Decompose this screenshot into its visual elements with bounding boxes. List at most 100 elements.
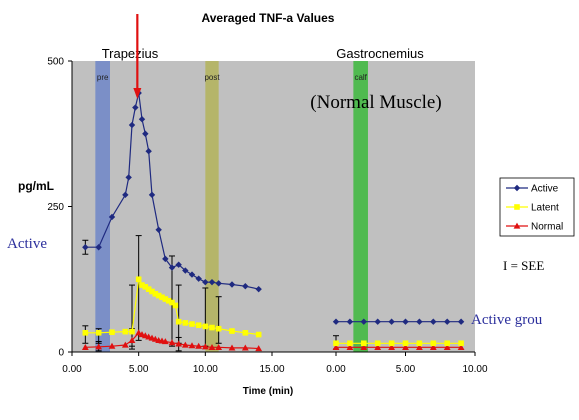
point-active-1-0 bbox=[332, 318, 340, 325]
point-active-0-5 bbox=[128, 121, 136, 129]
panel-label-gastrocnemius: Gastrocnemius bbox=[336, 46, 424, 61]
point-normal-1-2 bbox=[360, 343, 368, 350]
point-latent-0-17 bbox=[175, 318, 182, 325]
point-latent-0-19 bbox=[189, 321, 195, 327]
see-note: I = SEE bbox=[503, 258, 544, 273]
point-latent-0-3 bbox=[122, 328, 129, 335]
point-latent-1-7 bbox=[430, 340, 437, 347]
point-latent-0-20 bbox=[195, 322, 202, 329]
point-latent-0-2 bbox=[109, 329, 115, 336]
point-latent-0-10 bbox=[152, 291, 159, 297]
band-pre bbox=[95, 61, 110, 352]
point-active-1-3 bbox=[374, 318, 381, 325]
point-latent-1-2 bbox=[361, 340, 367, 347]
point-active-1-5 bbox=[402, 318, 409, 325]
point-latent-0-11 bbox=[155, 292, 162, 299]
point-active-0-20 bbox=[208, 278, 216, 286]
point-normal-0-2 bbox=[108, 342, 116, 349]
point-active-0-12 bbox=[155, 226, 162, 233]
point-active-0-19 bbox=[202, 278, 209, 286]
point-latent-0-25 bbox=[242, 329, 249, 336]
point-latent-1-1 bbox=[347, 340, 353, 347]
point-latent-0-24 bbox=[229, 328, 235, 334]
band-label-post: post bbox=[204, 73, 220, 82]
point-active-0-2 bbox=[108, 213, 116, 221]
band-post bbox=[205, 61, 219, 352]
point-latent-1-3 bbox=[374, 340, 381, 347]
point-active-0-10 bbox=[145, 148, 152, 155]
point-normal-1-0 bbox=[332, 343, 340, 350]
y-tick-label-1: 250 bbox=[47, 202, 64, 213]
legend-label-normal: Normal bbox=[531, 222, 563, 233]
point-latent-0-15 bbox=[169, 299, 175, 306]
point-latent-0-7 bbox=[142, 284, 149, 290]
normal-muscle-annotation: (Normal Muscle) bbox=[310, 92, 441, 113]
point-active-0-8 bbox=[138, 116, 146, 123]
band-label-calf: calf bbox=[354, 73, 367, 82]
point-normal-0-4 bbox=[128, 336, 136, 343]
point-normal-0-23 bbox=[241, 344, 249, 351]
point-latent-0-4 bbox=[129, 328, 135, 335]
y-tick-label-2: 500 bbox=[47, 57, 64, 68]
point-latent-0-16 bbox=[172, 302, 179, 309]
legend-marker-latent bbox=[514, 204, 520, 210]
point-active-0-3 bbox=[122, 191, 129, 199]
point-normal-0-21 bbox=[215, 343, 223, 350]
legend-label-active: Active bbox=[531, 184, 559, 195]
red-arrow-icon bbox=[133, 14, 142, 99]
legend-marker-active bbox=[513, 184, 521, 192]
point-active-0-13 bbox=[162, 255, 169, 263]
point-latent-0-9 bbox=[149, 288, 155, 295]
arrow-head bbox=[133, 88, 142, 99]
point-active-1-6 bbox=[416, 318, 423, 325]
point-normal-1-9 bbox=[457, 343, 465, 350]
x-tick-label-0-2: 10.00 bbox=[193, 364, 218, 375]
point-active-0-14 bbox=[168, 264, 176, 271]
point-normal-0-1 bbox=[95, 343, 103, 350]
x-tick-label-1-1: 5.00 bbox=[396, 364, 416, 375]
point-latent-0-12 bbox=[159, 294, 165, 301]
point-latent-0-13 bbox=[162, 296, 169, 302]
point-normal-1-3 bbox=[374, 343, 382, 350]
point-active-0-9 bbox=[142, 130, 149, 137]
point-latent-0-6 bbox=[139, 282, 145, 288]
point-active-0-22 bbox=[228, 281, 236, 288]
point-active-0-16 bbox=[182, 267, 189, 274]
point-latent-0-5 bbox=[135, 276, 142, 283]
point-normal-1-1 bbox=[346, 343, 354, 350]
legend-label-latent: Latent bbox=[531, 203, 559, 214]
point-active-0-0 bbox=[82, 244, 89, 251]
point-normal-1-6 bbox=[416, 343, 423, 350]
point-normal-0-16 bbox=[181, 341, 189, 348]
band-calf bbox=[353, 61, 368, 352]
point-latent-0-8 bbox=[145, 286, 152, 292]
panel-label-trapezius: Trapezius bbox=[102, 46, 159, 61]
point-active-1-2 bbox=[360, 318, 367, 325]
point-normal-0-18 bbox=[195, 342, 203, 349]
point-latent-1-5 bbox=[402, 340, 409, 347]
axes: 0 250 500 0.00 5.00 10.00 15.00 0.00 5.00 10.00 bbox=[47, 57, 488, 376]
error-bar-latent-3 bbox=[135, 235, 142, 341]
point-latent-0-18 bbox=[182, 320, 189, 326]
point-latent-0-1 bbox=[95, 329, 102, 336]
point-normal-0-3 bbox=[121, 341, 129, 348]
point-normal-0-14 bbox=[168, 339, 176, 346]
legend-marker-normal bbox=[513, 222, 521, 229]
point-normal-0-20 bbox=[208, 343, 216, 350]
point-normal-0-17 bbox=[188, 342, 196, 349]
point-latent-0-21 bbox=[202, 323, 209, 330]
point-normal-0-22 bbox=[228, 344, 236, 351]
point-active-0-23 bbox=[242, 283, 249, 290]
point-active-0-17 bbox=[188, 271, 196, 278]
x-tick-label-0-3: 15.00 bbox=[259, 364, 284, 375]
point-active-0-15 bbox=[175, 261, 182, 268]
point-latent-1-4 bbox=[388, 340, 395, 347]
point-active-0-21 bbox=[215, 280, 222, 287]
point-latent-1-8 bbox=[444, 340, 450, 347]
y-axis-label: pg/mL bbox=[18, 179, 54, 193]
point-active-0-24 bbox=[255, 285, 262, 293]
point-active-1-8 bbox=[444, 318, 451, 325]
x-tick-label-0-0: 0.00 bbox=[62, 364, 82, 375]
chart-title: Averaged TNF-a Values bbox=[202, 11, 335, 25]
